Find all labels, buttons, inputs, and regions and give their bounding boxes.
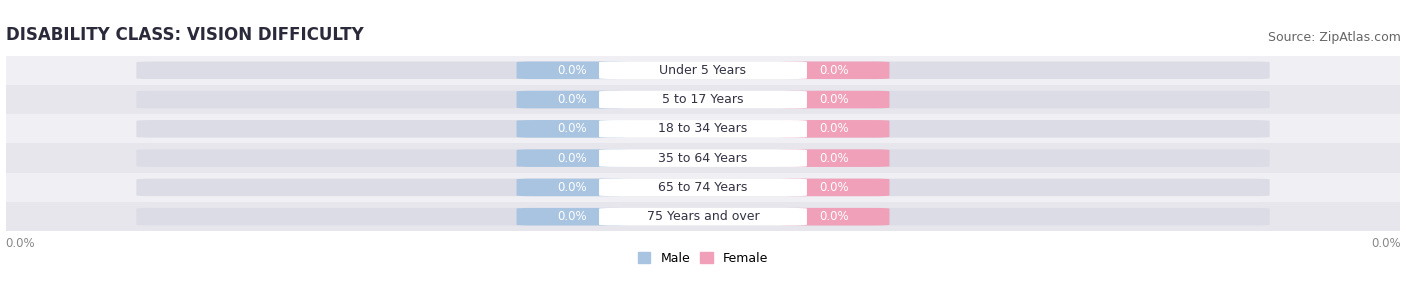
FancyBboxPatch shape bbox=[779, 179, 890, 196]
Bar bbox=[6, 173, 1400, 202]
FancyBboxPatch shape bbox=[599, 91, 807, 108]
Text: 0.0%: 0.0% bbox=[557, 210, 586, 223]
FancyBboxPatch shape bbox=[516, 120, 627, 138]
Text: 0.0%: 0.0% bbox=[557, 122, 586, 135]
FancyBboxPatch shape bbox=[599, 62, 807, 79]
Text: 0.0%: 0.0% bbox=[557, 64, 586, 77]
FancyBboxPatch shape bbox=[516, 149, 627, 167]
FancyBboxPatch shape bbox=[136, 91, 1270, 108]
FancyBboxPatch shape bbox=[779, 208, 890, 225]
Text: 0.0%: 0.0% bbox=[820, 93, 849, 106]
Legend: Male, Female: Male, Female bbox=[633, 247, 773, 270]
FancyBboxPatch shape bbox=[136, 179, 1270, 196]
Text: 0.0%: 0.0% bbox=[557, 181, 586, 194]
Text: 75 Years and over: 75 Years and over bbox=[647, 210, 759, 223]
FancyBboxPatch shape bbox=[516, 179, 627, 196]
Bar bbox=[6, 114, 1400, 143]
Text: 0.0%: 0.0% bbox=[820, 122, 849, 135]
FancyBboxPatch shape bbox=[779, 62, 890, 79]
FancyBboxPatch shape bbox=[599, 208, 807, 225]
Text: 0.0%: 0.0% bbox=[6, 237, 35, 249]
FancyBboxPatch shape bbox=[136, 120, 1270, 138]
FancyBboxPatch shape bbox=[136, 62, 1270, 79]
Bar bbox=[6, 56, 1400, 85]
FancyBboxPatch shape bbox=[599, 179, 807, 196]
Bar bbox=[6, 85, 1400, 114]
Text: 0.0%: 0.0% bbox=[820, 64, 849, 77]
FancyBboxPatch shape bbox=[136, 208, 1270, 225]
FancyBboxPatch shape bbox=[516, 91, 627, 108]
Text: Source: ZipAtlas.com: Source: ZipAtlas.com bbox=[1268, 31, 1400, 44]
FancyBboxPatch shape bbox=[779, 91, 890, 108]
Text: 5 to 17 Years: 5 to 17 Years bbox=[662, 93, 744, 106]
Text: 0.0%: 0.0% bbox=[557, 93, 586, 106]
FancyBboxPatch shape bbox=[136, 149, 1270, 167]
FancyBboxPatch shape bbox=[779, 120, 890, 138]
Text: DISABILITY CLASS: VISION DIFFICULTY: DISABILITY CLASS: VISION DIFFICULTY bbox=[6, 26, 363, 44]
Text: 0.0%: 0.0% bbox=[820, 152, 849, 165]
Text: 18 to 34 Years: 18 to 34 Years bbox=[658, 122, 748, 135]
Text: 0.0%: 0.0% bbox=[1371, 237, 1400, 249]
Text: 0.0%: 0.0% bbox=[820, 210, 849, 223]
Text: 35 to 64 Years: 35 to 64 Years bbox=[658, 152, 748, 165]
Bar bbox=[6, 202, 1400, 231]
Text: Under 5 Years: Under 5 Years bbox=[659, 64, 747, 77]
FancyBboxPatch shape bbox=[516, 62, 627, 79]
FancyBboxPatch shape bbox=[516, 208, 627, 225]
FancyBboxPatch shape bbox=[599, 149, 807, 167]
FancyBboxPatch shape bbox=[779, 149, 890, 167]
Text: 65 to 74 Years: 65 to 74 Years bbox=[658, 181, 748, 194]
Text: 0.0%: 0.0% bbox=[820, 181, 849, 194]
Bar bbox=[6, 143, 1400, 173]
Text: 0.0%: 0.0% bbox=[557, 152, 586, 165]
FancyBboxPatch shape bbox=[599, 120, 807, 138]
